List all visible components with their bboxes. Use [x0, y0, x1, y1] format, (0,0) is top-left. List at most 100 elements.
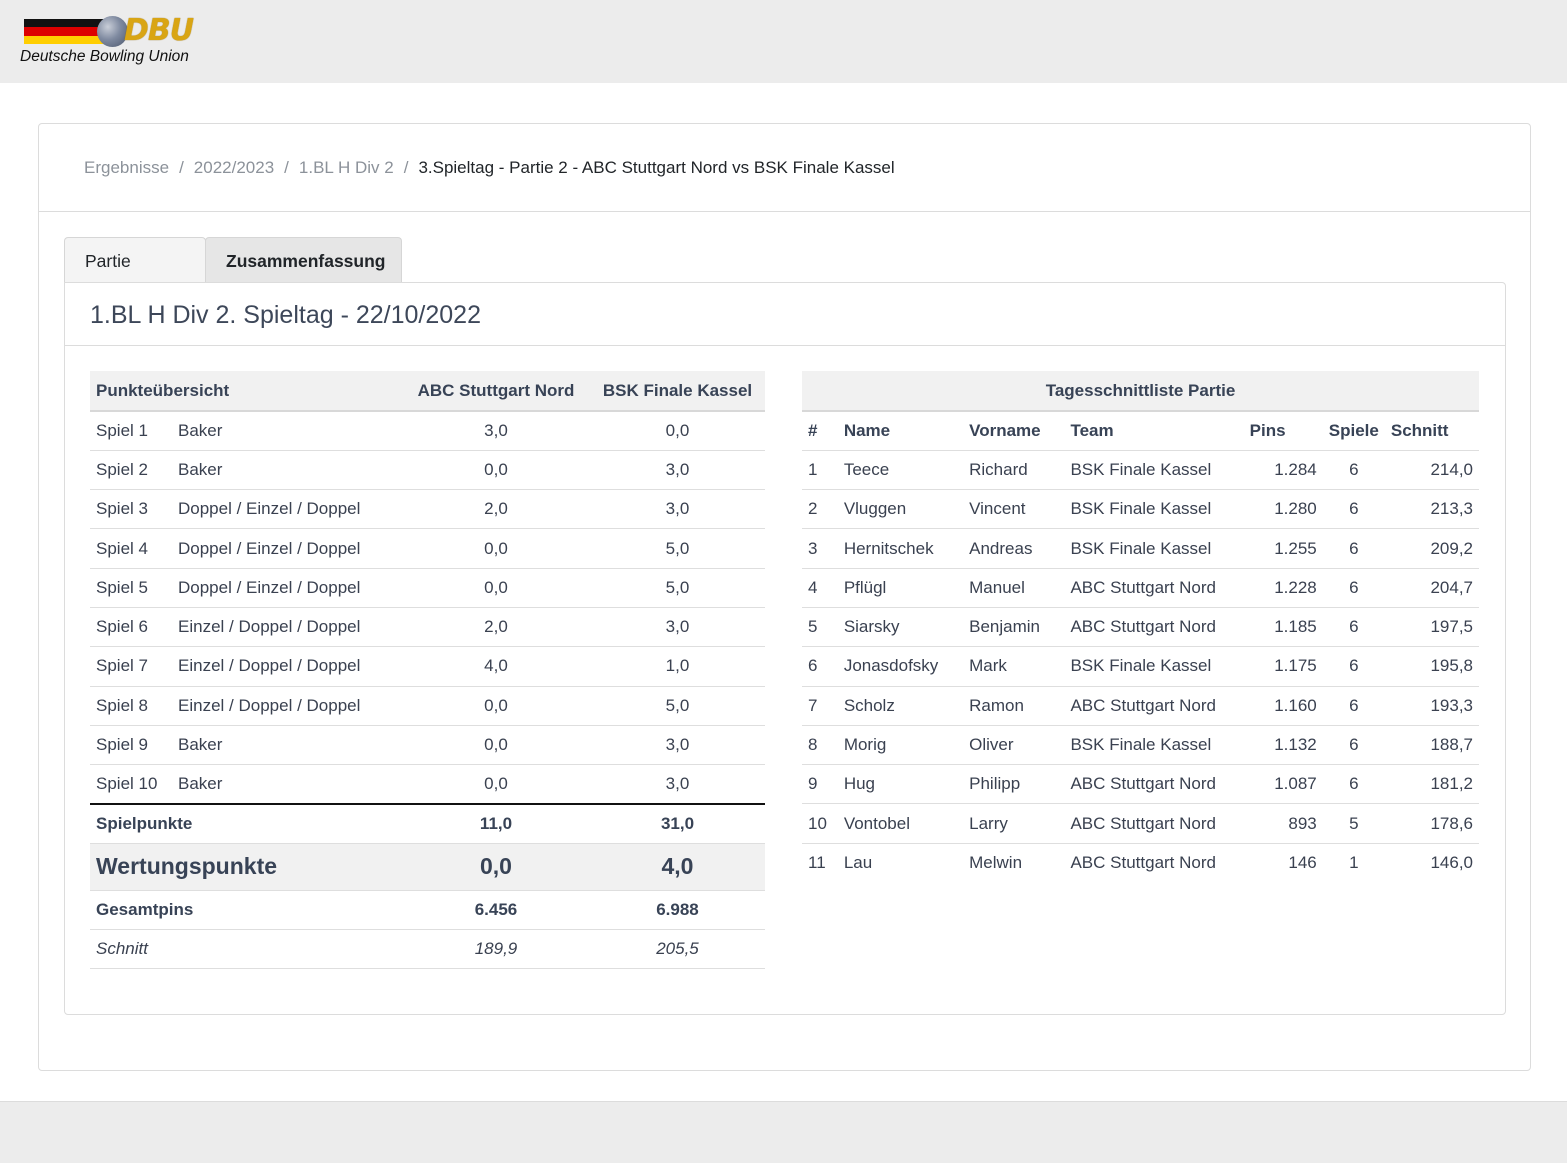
- player-average: 181,2: [1430, 774, 1473, 794]
- team-b-points: 3,0: [665, 735, 690, 755]
- player-first-name: Larry: [969, 813, 1008, 833]
- player-pins: 1.284: [1274, 459, 1317, 479]
- team-a-points: 0,0: [484, 459, 508, 479]
- player-average: 195,8: [1430, 656, 1473, 676]
- game-row: Spiel 4 Doppel / Einzel / Doppel 0,0 5,0: [90, 529, 765, 569]
- player-rank: 11: [808, 853, 826, 873]
- game-row: Spiel 10 Baker 0,0 3,0: [90, 765, 765, 804]
- game-row: Spiel 5 Doppel / Einzel / Doppel 0,0 5,0: [90, 568, 765, 608]
- breadcrumb-separator: /: [284, 158, 289, 177]
- game-label: Spiel 6: [96, 617, 148, 637]
- player-row: 10 Vontobel Larry ABC Stuttgart Nord 893 5 178…: [802, 804, 1479, 844]
- points-header-row: Punkteübersicht ABC Stuttgart Nord BSK F…: [90, 371, 765, 411]
- schnitt-row: Schnitt 189,9 205,5: [90, 930, 765, 969]
- game-mode: Baker: [178, 735, 223, 755]
- player-games: 5: [1349, 813, 1359, 833]
- points-table: Punkteübersicht ABC Stuttgart Nord BSK F…: [90, 371, 765, 969]
- logo-subtitle: Deutsche Bowling Union: [20, 48, 189, 65]
- team-a-points: 3,0: [484, 420, 508, 440]
- game-row: Spiel 6 Einzel / Doppel / Doppel 2,0 3,0: [90, 607, 765, 647]
- player-row: 7 Scholz Ramon ABC Stuttgart Nord 1.160 6 193,…: [802, 686, 1479, 726]
- game-mode: Einzel / Doppel / Doppel: [178, 695, 361, 715]
- breadcrumb-season[interactable]: 2022/2023: [193, 158, 275, 177]
- player-average: 146,0: [1430, 853, 1473, 873]
- player-team: ABC Stuttgart Nord: [1070, 617, 1216, 637]
- team-a-points: 2,0: [484, 617, 508, 637]
- game-label: Spiel 8: [96, 695, 148, 715]
- player-first-name: Mark: [969, 656, 1007, 676]
- player-games: 6: [1349, 617, 1359, 637]
- game-mode: Einzel / Doppel / Doppel: [178, 617, 361, 637]
- player-name: Teece: [843, 459, 890, 479]
- breadcrumb-league[interactable]: 1.BL H Div 2: [298, 158, 394, 177]
- gesamtpins-team-b: 6.988: [656, 899, 699, 919]
- player-rank: 6: [808, 656, 818, 676]
- player-rank: 2: [808, 499, 818, 519]
- player-pins: 1.132: [1274, 735, 1317, 755]
- game-label: Spiel 4: [96, 538, 148, 558]
- dbu-logo[interactable]: DBU Deutsche Bowling Union: [20, 13, 220, 68]
- player-games: 6: [1349, 499, 1359, 519]
- team-b-points: 5,0: [665, 695, 690, 715]
- schnitt-team-a: 189,9: [474, 939, 518, 959]
- main-card: Ergebnisse / 2022/2023 / 1.BL H Div 2 / 3.Spie…: [38, 123, 1531, 1071]
- tab-zusammenfassung[interactable]: Zusammenfassung: [205, 237, 402, 283]
- player-first-name: Ramon: [969, 695, 1024, 715]
- wertungspunkte-row: Wertungspunkte 0,0 4,0: [90, 843, 765, 891]
- player-average: 209,2: [1430, 538, 1473, 558]
- breadcrumb-results[interactable]: Ergebnisse: [84, 158, 170, 177]
- german-flag-icon: [24, 19, 104, 44]
- player-rank: 5: [808, 617, 818, 637]
- player-first-name: Richard: [969, 459, 1028, 479]
- ranking-header-row: # Name Vorname Team Pins Spiele Schnitt: [802, 411, 1479, 451]
- player-team: ABC Stuttgart Nord: [1070, 853, 1216, 873]
- divider: [39, 211, 1530, 212]
- player-average: 188,7: [1430, 735, 1473, 755]
- player-team: ABC Stuttgart Nord: [1070, 695, 1216, 715]
- player-average: 214,0: [1430, 459, 1473, 479]
- wertungspunkte-team-b: 4,0: [661, 853, 694, 880]
- player-first-name: Melwin: [969, 853, 1023, 873]
- game-row: Spiel 9 Baker 0,0 3,0: [90, 725, 765, 765]
- player-row: 8 Morig Oliver BSK Finale Kassel 1.132 6 188,7: [802, 725, 1479, 765]
- wertungspunkte-team-a: 0,0: [480, 853, 512, 880]
- player-pins: 1.185: [1274, 617, 1317, 637]
- team-a-points: 0,0: [484, 577, 508, 597]
- spielpunkte-label: Spielpunkte: [96, 813, 193, 833]
- player-pins: 1.255: [1274, 538, 1317, 558]
- game-mode: Baker: [178, 774, 223, 794]
- player-pins: 1.228: [1274, 577, 1317, 597]
- player-team: ABC Stuttgart Nord: [1070, 774, 1216, 794]
- bowling-ball-icon: [97, 16, 128, 47]
- game-mode: Baker: [178, 459, 223, 479]
- team-a-points: 4,0: [484, 656, 508, 676]
- player-games: 6: [1349, 577, 1359, 597]
- game-label: Spiel 1: [96, 420, 148, 440]
- ranking-table: Tagesschnittliste Partie # Name Vorname …: [802, 371, 1479, 883]
- player-pins: 1.160: [1274, 695, 1317, 715]
- player-row: 2 Vluggen Vincent BSK Finale Kassel 1.280 6 21…: [802, 490, 1479, 529]
- player-team: ABC Stuttgart Nord: [1070, 813, 1216, 833]
- player-team: ABC Stuttgart Nord: [1070, 577, 1216, 597]
- player-row: 9 Hug Philipp ABC Stuttgart Nord 1.087 6 181,2: [802, 765, 1479, 804]
- player-team: BSK Finale Kassel: [1070, 459, 1212, 479]
- team-b-points: 3,0: [665, 459, 690, 479]
- player-first-name: Oliver: [969, 735, 1014, 755]
- player-games: 6: [1349, 656, 1359, 676]
- player-average: 213,3: [1430, 499, 1473, 519]
- breadcrumb-current: 3.Spieltag - Partie 2 - ABC Stuttgart No…: [418, 158, 895, 177]
- header-average: Schnitt: [1390, 420, 1449, 440]
- summary-panel: 1.BL H Div 2. Spieltag - 22/10/2022 Punk…: [64, 282, 1506, 1015]
- wertungspunkte-label: Wertungspunkte: [96, 853, 278, 880]
- game-row: Spiel 2 Baker 0,0 3,0: [90, 450, 765, 490]
- player-first-name: Andreas: [969, 538, 1033, 558]
- player-average: 197,5: [1430, 617, 1473, 637]
- team-a-points: 0,0: [484, 774, 508, 794]
- player-row: 3 Hernitschek Andreas BSK Finale Kassel 1.25…: [802, 529, 1479, 569]
- gesamtpins-label: Gesamtpins: [96, 899, 194, 919]
- game-label: Spiel 9: [96, 735, 148, 755]
- tab-partie-aktuell[interactable]: Partie aktuell: [64, 237, 206, 317]
- player-pins: 1.280: [1274, 499, 1317, 519]
- logo-text: DBU: [124, 13, 194, 48]
- game-mode: Baker: [178, 420, 223, 440]
